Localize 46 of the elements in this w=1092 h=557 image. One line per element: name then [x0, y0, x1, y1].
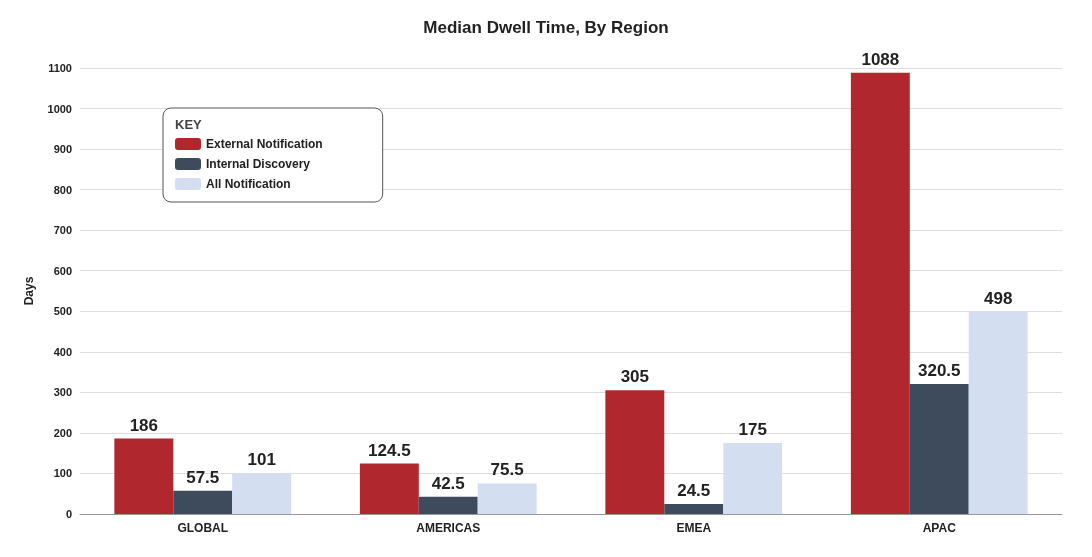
data-label: 186	[129, 415, 159, 435]
data-label: 498	[983, 289, 1013, 309]
data-label: 305	[620, 367, 650, 387]
data-label: 24.5	[677, 481, 711, 501]
legend-label: All Notification	[206, 177, 291, 191]
bar	[968, 312, 1028, 514]
data-label: 124.5	[368, 440, 411, 460]
data-label: 75.5	[490, 460, 524, 480]
bar	[232, 473, 292, 514]
legend-label: External Notification	[206, 137, 323, 151]
legend-title: KEY	[175, 117, 203, 132]
bar	[909, 384, 969, 514]
y-tick-label: 600	[53, 264, 72, 277]
y-tick-label: 200	[53, 426, 72, 439]
y-tick-label: 1100	[48, 62, 72, 74]
bar	[850, 72, 910, 514]
bar	[664, 504, 724, 514]
bar	[723, 443, 783, 514]
data-label: 1088	[861, 49, 900, 69]
y-tick-label: 500	[53, 305, 72, 318]
data-label: 42.5	[431, 473, 465, 493]
y-tick-label: 400	[53, 345, 72, 358]
data-label: 57.5	[186, 467, 220, 487]
chart-title: Median Dwell Time, By Region	[423, 18, 669, 37]
x-tick-label: APAC	[922, 521, 957, 535]
y-tick-label: 0	[65, 508, 72, 520]
bar	[605, 390, 665, 514]
y-tick-label: 100	[53, 467, 72, 480]
bar	[418, 496, 478, 514]
bar	[173, 490, 233, 514]
x-tick-label: AMERICAS	[416, 521, 481, 535]
data-label: 175	[738, 420, 767, 440]
bar	[359, 463, 419, 514]
y-tick-label: 900	[53, 143, 72, 156]
bar	[114, 438, 174, 514]
data-label: 320.5	[917, 361, 961, 381]
y-tick-label: 700	[53, 224, 72, 237]
y-axis-title: Days	[22, 276, 36, 306]
x-tick-label: GLOBAL	[177, 521, 229, 535]
x-tick-label: EMEA	[676, 521, 712, 535]
legend-label: Internal Discovery	[206, 157, 311, 171]
y-tick-label: 1000	[47, 102, 72, 115]
y-tick-label: 800	[53, 183, 72, 196]
bar	[477, 483, 537, 514]
data-label: 101	[247, 450, 276, 470]
y-tick-label: 300	[53, 386, 72, 399]
